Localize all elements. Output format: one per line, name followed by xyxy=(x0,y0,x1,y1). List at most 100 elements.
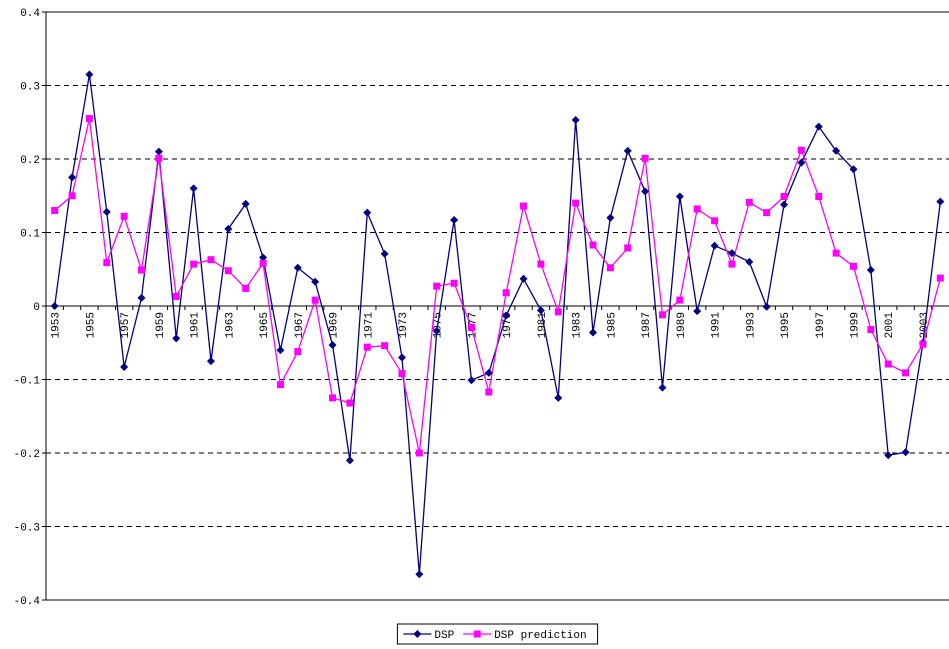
data-point xyxy=(589,241,597,249)
data-point xyxy=(467,323,475,331)
data-point xyxy=(363,343,371,351)
x-tick-label: 1983 xyxy=(572,312,584,338)
data-point xyxy=(363,208,372,217)
data-point xyxy=(155,154,163,162)
legend-label: DSP prediction xyxy=(494,630,586,642)
data-point xyxy=(814,122,823,131)
data-point xyxy=(190,260,198,268)
data-point xyxy=(815,192,823,200)
x-tick-label: 1963 xyxy=(224,312,236,338)
data-point xyxy=(432,326,441,335)
data-point xyxy=(206,357,215,366)
data-point xyxy=(154,147,163,156)
data-point xyxy=(484,368,493,377)
data-point xyxy=(467,376,476,385)
data-point xyxy=(68,192,76,200)
data-point xyxy=(138,266,146,274)
data-point xyxy=(624,244,632,252)
data-point xyxy=(519,274,528,283)
data-point xyxy=(832,146,841,155)
data-point xyxy=(311,277,320,286)
data-point xyxy=(676,296,684,304)
data-point xyxy=(572,199,580,207)
legend: DSP DSP prediction xyxy=(396,623,599,645)
data-point xyxy=(294,348,302,356)
data-point xyxy=(450,216,459,225)
y-tick-label: -0.3 xyxy=(14,523,40,535)
data-point xyxy=(397,353,406,362)
data-point xyxy=(120,363,129,372)
data-point xyxy=(259,253,268,262)
series-line xyxy=(54,118,941,454)
x-tick-label: 1987 xyxy=(641,312,653,338)
data-point xyxy=(693,307,702,316)
data-point xyxy=(450,279,458,287)
data-point xyxy=(520,202,528,210)
data-point xyxy=(658,383,667,392)
x-tick-label: 1973 xyxy=(398,312,410,338)
x-tick-label: 1981 xyxy=(537,312,549,339)
data-point xyxy=(207,256,215,264)
data-point xyxy=(832,249,840,257)
data-point xyxy=(763,209,771,217)
data-point xyxy=(727,249,736,258)
data-point xyxy=(398,370,406,378)
data-point xyxy=(641,154,649,162)
data-point xyxy=(728,260,736,268)
data-point xyxy=(329,394,337,402)
x-tick-label: 2001 xyxy=(884,312,896,339)
data-point xyxy=(849,165,858,174)
x-tick-label: 1989 xyxy=(676,312,688,338)
x-tick-label: 1995 xyxy=(780,312,792,338)
data-point xyxy=(797,158,806,167)
data-point xyxy=(172,334,181,343)
x-tick-label: 1993 xyxy=(745,312,757,338)
data-point xyxy=(762,302,771,311)
data-point xyxy=(103,259,111,267)
data-point xyxy=(780,192,788,200)
data-point xyxy=(68,173,77,182)
data-point xyxy=(502,289,510,297)
data-point xyxy=(936,197,945,206)
data-point xyxy=(867,326,875,334)
data-point xyxy=(936,274,944,282)
data-point xyxy=(606,213,615,222)
y-tick-label: 0.3 xyxy=(20,82,40,94)
data-point xyxy=(901,448,910,457)
y-tick-label: 0.4 xyxy=(20,8,40,20)
data-point xyxy=(780,200,789,209)
data-point xyxy=(711,217,719,225)
data-point xyxy=(50,302,59,310)
data-point xyxy=(311,296,319,304)
x-tick-label: 1965 xyxy=(259,312,271,338)
data-point xyxy=(536,306,545,315)
y-tick-label: -0.2 xyxy=(14,449,40,461)
x-tick-label: 1985 xyxy=(606,312,618,338)
x-tick-label: 1997 xyxy=(815,312,827,338)
data-point xyxy=(693,205,701,213)
data-point xyxy=(641,187,650,196)
data-point xyxy=(346,399,354,407)
data-point xyxy=(224,224,233,233)
data-point xyxy=(345,456,354,465)
data-point xyxy=(293,263,302,272)
data-point xyxy=(224,267,232,275)
legend-label: DSP xyxy=(434,630,454,642)
data-point xyxy=(189,184,198,193)
data-point xyxy=(415,449,423,457)
data-point xyxy=(797,146,805,154)
y-tick-label: 0.2 xyxy=(20,155,40,167)
data-point xyxy=(259,259,267,267)
data-point xyxy=(120,212,128,220)
data-point xyxy=(589,328,598,337)
data-point xyxy=(413,630,422,638)
x-tick-label: 1967 xyxy=(294,312,306,338)
data-point xyxy=(102,207,111,216)
data-point xyxy=(849,262,857,270)
data-point xyxy=(85,115,93,123)
data-point xyxy=(51,206,59,214)
data-point xyxy=(745,198,753,206)
x-tick-label: 1991 xyxy=(711,312,723,339)
x-tick-label: 1999 xyxy=(849,312,861,338)
